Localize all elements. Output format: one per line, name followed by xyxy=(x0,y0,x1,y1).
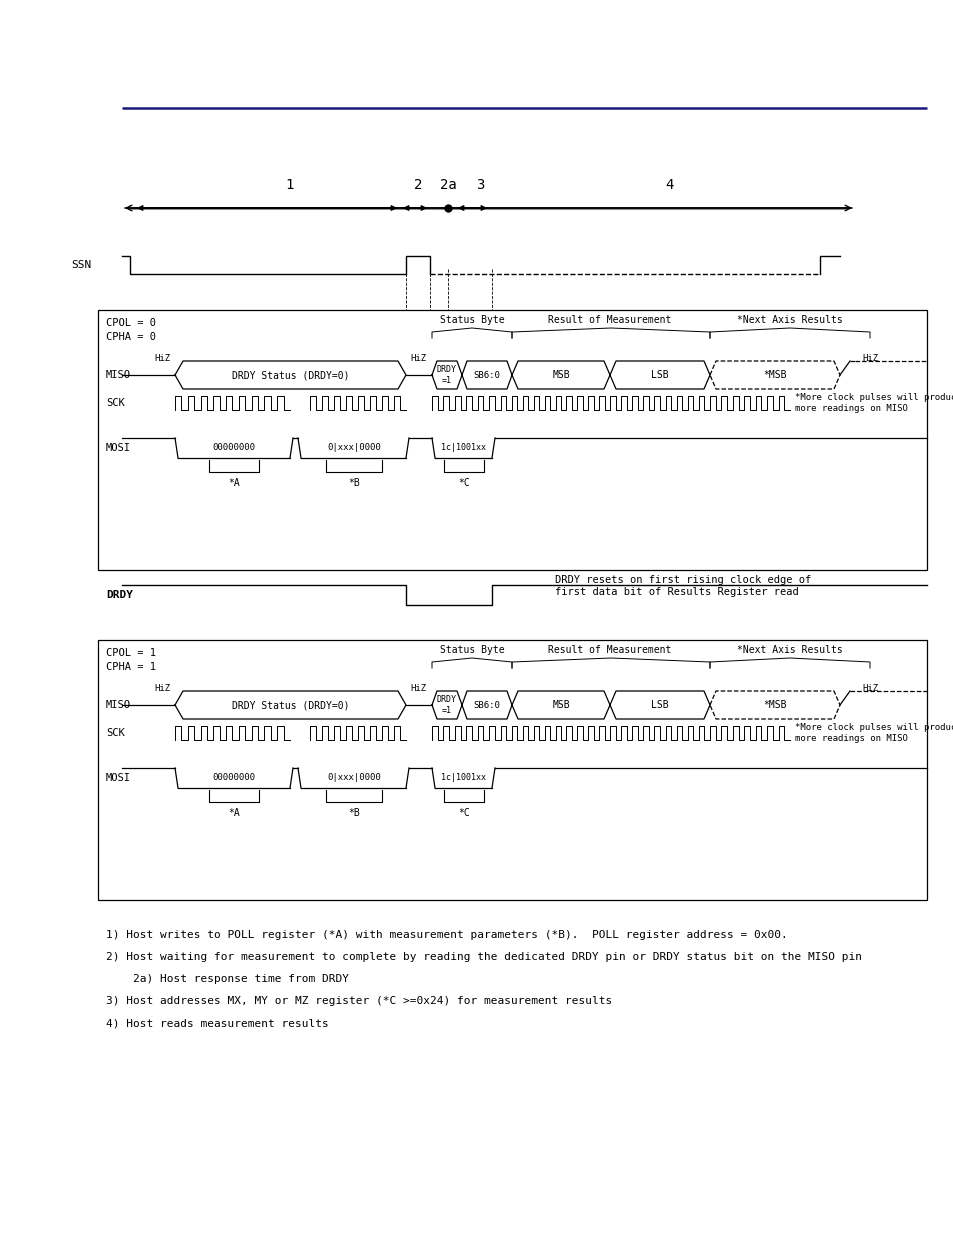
Text: 3) Host addresses MX, MY or MZ register (*C >=0x24) for measurement results: 3) Host addresses MX, MY or MZ register … xyxy=(106,995,612,1007)
Bar xyxy=(98,310,926,571)
Text: Result of Measurement: Result of Measurement xyxy=(548,315,671,325)
Text: HiZ: HiZ xyxy=(862,684,877,693)
Text: LSB: LSB xyxy=(651,370,668,380)
Text: MSB: MSB xyxy=(552,370,569,380)
Text: MOSI: MOSI xyxy=(106,773,131,783)
Text: MOSI: MOSI xyxy=(106,443,131,453)
Text: MSB: MSB xyxy=(552,700,569,710)
Text: 2a: 2a xyxy=(439,178,456,191)
Text: 1) Host writes to POLL register (*A) with measurement parameters (*B).  POLL reg: 1) Host writes to POLL register (*A) wit… xyxy=(106,930,787,940)
Text: DRDY Status (DRDY=0): DRDY Status (DRDY=0) xyxy=(232,700,349,710)
Text: Result of Measurement: Result of Measurement xyxy=(548,645,671,655)
Text: CPHA = 0: CPHA = 0 xyxy=(106,332,156,342)
Text: MISO: MISO xyxy=(106,700,131,710)
Text: CPOL = 0: CPOL = 0 xyxy=(106,317,156,329)
Text: *B: *B xyxy=(348,478,359,488)
Text: DRDY: DRDY xyxy=(106,590,132,600)
Text: Status Byte: Status Byte xyxy=(439,315,504,325)
Text: *C: *C xyxy=(457,808,470,818)
Text: 2a) Host response time from DRDY: 2a) Host response time from DRDY xyxy=(106,974,349,984)
Bar xyxy=(98,640,926,900)
Text: *More clock pulses will produce
more readings on MISO: *More clock pulses will produce more rea… xyxy=(794,724,953,742)
Text: 0|xxx|0000: 0|xxx|0000 xyxy=(327,443,380,452)
Text: HiZ: HiZ xyxy=(153,684,170,693)
Text: 2: 2 xyxy=(414,178,422,191)
Text: *C: *C xyxy=(457,478,470,488)
Text: 3: 3 xyxy=(476,178,484,191)
Text: SSN: SSN xyxy=(71,261,91,270)
Text: 00000000: 00000000 xyxy=(213,773,255,783)
Text: Status Byte: Status Byte xyxy=(439,645,504,655)
Text: HiZ: HiZ xyxy=(862,354,877,363)
Text: HiZ: HiZ xyxy=(410,684,426,693)
Text: LSB: LSB xyxy=(651,700,668,710)
Text: *MSB: *MSB xyxy=(762,700,786,710)
Text: 0|xxx|0000: 0|xxx|0000 xyxy=(327,773,380,783)
Text: MISO: MISO xyxy=(106,370,131,380)
Text: *More clock pulses will produce
more readings on MISO: *More clock pulses will produce more rea… xyxy=(794,393,953,412)
Text: 1c|1001xx: 1c|1001xx xyxy=(441,443,486,452)
Text: 4: 4 xyxy=(665,178,674,191)
Text: DRDY resets on first rising clock edge of
first data bit of Results Register rea: DRDY resets on first rising clock edge o… xyxy=(555,576,810,597)
Text: 1c|1001xx: 1c|1001xx xyxy=(441,773,486,783)
Text: HiZ: HiZ xyxy=(410,354,426,363)
Text: SCK: SCK xyxy=(106,398,125,408)
Text: *A: *A xyxy=(228,478,239,488)
Text: SB6:0: SB6:0 xyxy=(473,700,500,709)
Text: *A: *A xyxy=(228,808,239,818)
Text: CPHA = 1: CPHA = 1 xyxy=(106,662,156,672)
Text: DRDY
=1: DRDY =1 xyxy=(436,695,456,715)
Text: *B: *B xyxy=(348,808,359,818)
Text: HiZ: HiZ xyxy=(153,354,170,363)
Text: CPOL = 1: CPOL = 1 xyxy=(106,648,156,658)
Text: *MSB: *MSB xyxy=(762,370,786,380)
Text: DRDY
=1: DRDY =1 xyxy=(436,366,456,384)
Text: SCK: SCK xyxy=(106,727,125,739)
Text: DRDY Status (DRDY=0): DRDY Status (DRDY=0) xyxy=(232,370,349,380)
Text: 1: 1 xyxy=(286,178,294,191)
Text: 00000000: 00000000 xyxy=(213,443,255,452)
Text: 2) Host waiting for measurement to complete by reading the dedicated DRDY pin or: 2) Host waiting for measurement to compl… xyxy=(106,952,862,962)
Text: *Next Axis Results: *Next Axis Results xyxy=(737,645,842,655)
Text: 4) Host reads measurement results: 4) Host reads measurement results xyxy=(106,1018,329,1028)
Text: *Next Axis Results: *Next Axis Results xyxy=(737,315,842,325)
Text: SB6:0: SB6:0 xyxy=(473,370,500,379)
